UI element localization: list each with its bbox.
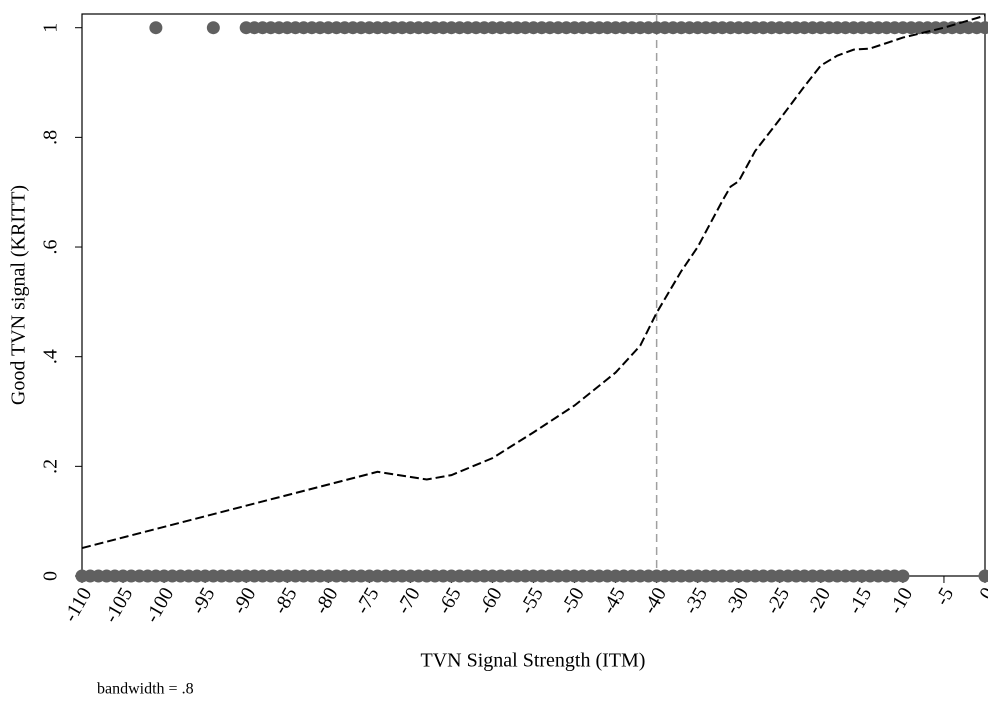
x-tick-label: -55 xyxy=(515,584,547,618)
x-tick-label: -25 xyxy=(762,584,794,618)
y-tick-label: .8 xyxy=(40,130,62,145)
plot-frame xyxy=(81,13,986,577)
y-tick-label: .4 xyxy=(40,349,62,364)
y-tick-label: 1 xyxy=(40,23,62,33)
x-tick-label: -85 xyxy=(269,584,301,618)
x-tick-label: -15 xyxy=(844,584,876,618)
x-tick-label: -80 xyxy=(310,584,342,618)
y-tick-label: .2 xyxy=(40,459,62,474)
x-tick-label: -110 xyxy=(59,584,96,626)
x-tick-label: -10 xyxy=(885,584,917,618)
x-tick-label: -40 xyxy=(639,584,671,618)
x-tick-label: -35 xyxy=(680,584,712,618)
x-tick-label: -95 xyxy=(187,584,219,618)
x-tick-label: -60 xyxy=(474,584,506,618)
scatter-point xyxy=(978,569,988,583)
x-tick-label: -100 xyxy=(141,584,178,627)
x-tick-label: -30 xyxy=(721,584,753,618)
y-tick-label: .6 xyxy=(40,240,62,255)
x-axis-title: TVN Signal Strength (ITM) xyxy=(421,650,646,672)
y-tick-label: 0 xyxy=(40,571,62,581)
scatter-point xyxy=(896,569,910,583)
lowess-line xyxy=(81,14,986,550)
x-tick-label: -5 xyxy=(931,584,958,609)
scatter-point xyxy=(149,21,163,35)
x-tick-label: -75 xyxy=(351,584,383,618)
scatter-point xyxy=(978,21,988,35)
x-tick-label: -70 xyxy=(392,584,424,618)
x-tick-label: -90 xyxy=(228,584,260,618)
x-tick-label: 0 xyxy=(975,584,988,604)
x-tick-label: -50 xyxy=(556,584,588,618)
note: bandwidth = .8 xyxy=(97,681,194,698)
x-tick-label: -65 xyxy=(433,584,465,618)
x-tick-label: -20 xyxy=(803,584,835,618)
x-tick-label: -45 xyxy=(598,584,630,618)
y-axis-title: Good TVN signal (KRITT) xyxy=(8,185,30,405)
x-tick-label: -105 xyxy=(100,584,137,627)
scatter-point xyxy=(206,21,220,35)
